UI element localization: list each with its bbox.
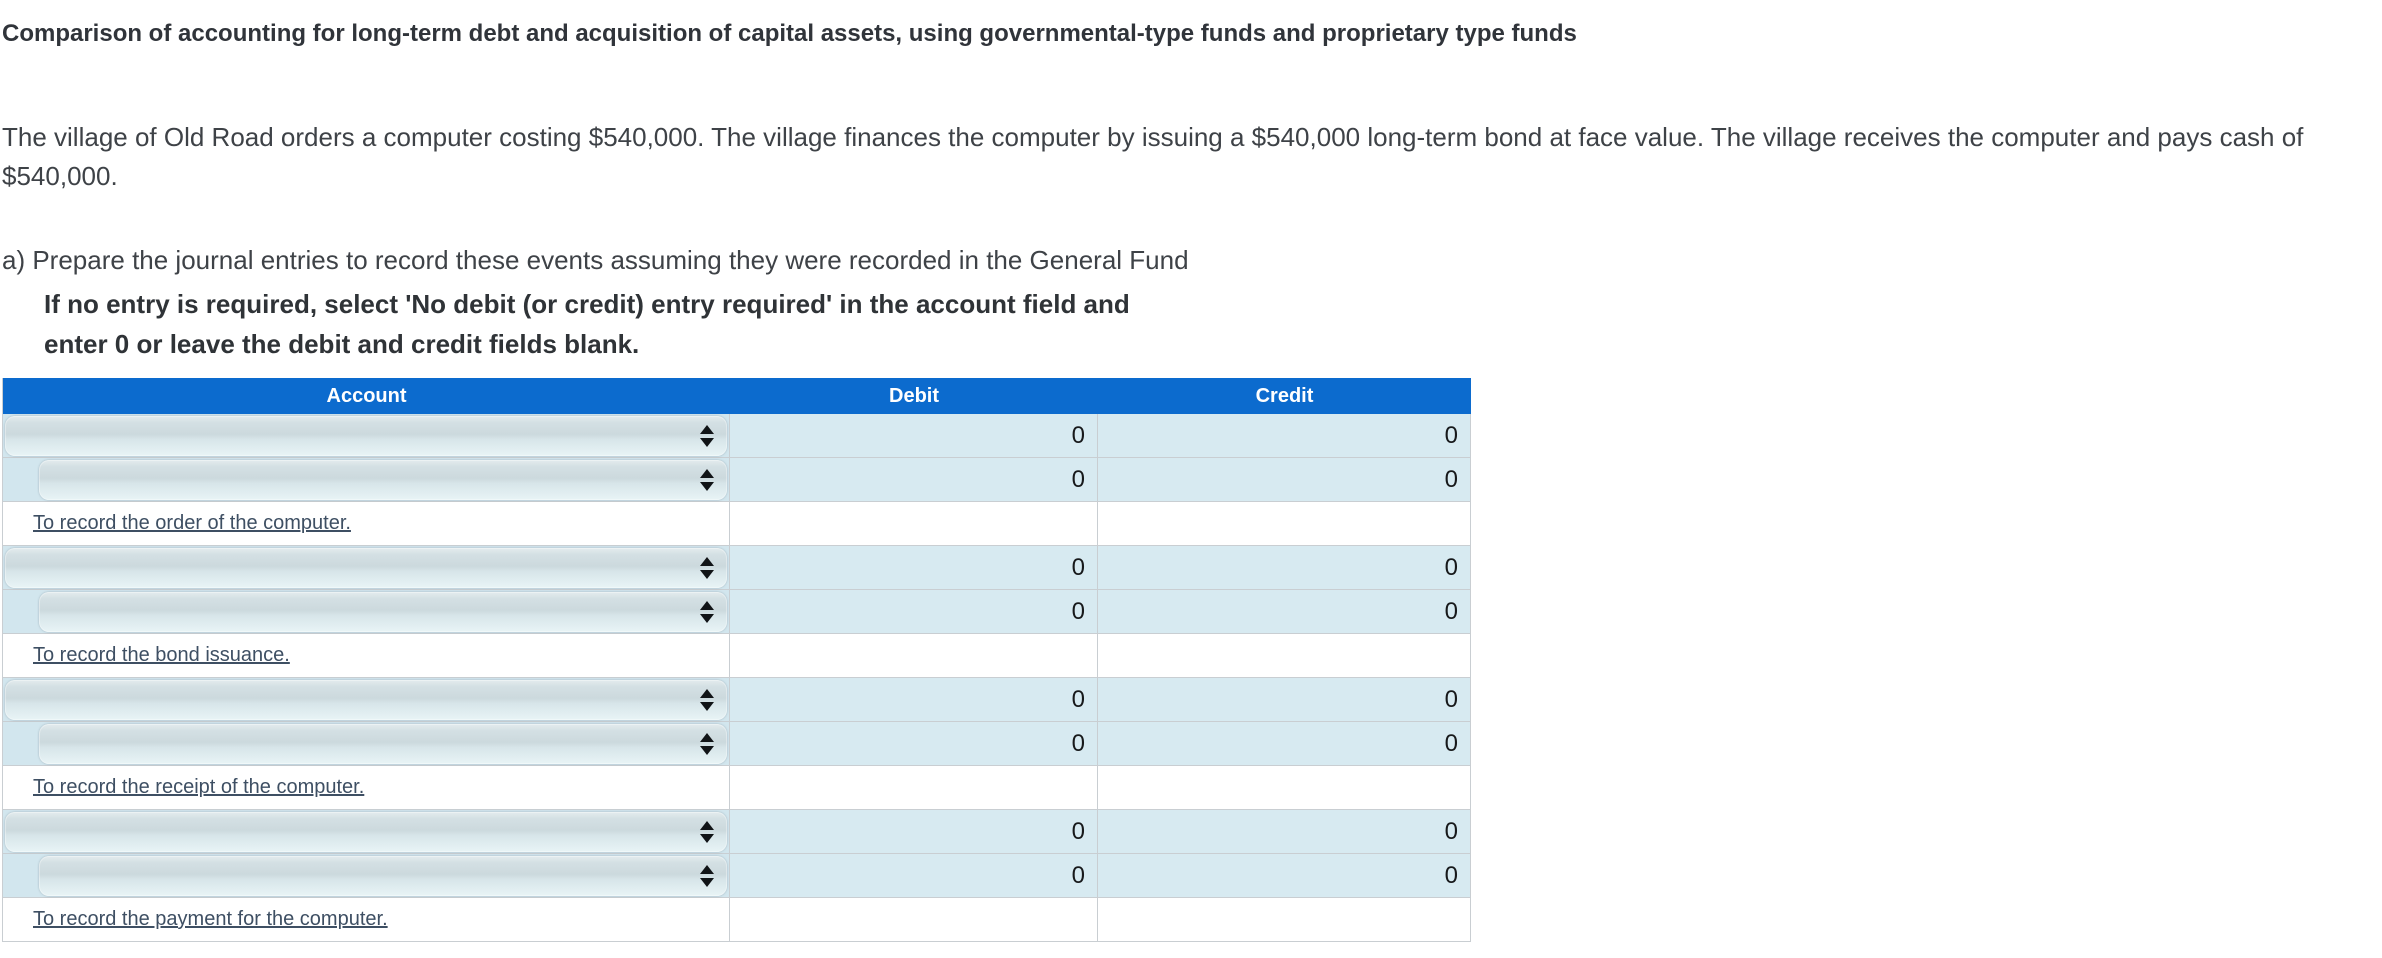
account-cell <box>3 546 730 590</box>
account-select[interactable] <box>39 724 727 764</box>
memo-text: To record the order of the computer. <box>33 512 351 534</box>
problem-title: Comparison of accounting for long-term d… <box>2 20 1577 47</box>
credit-input[interactable] <box>1098 590 1470 633</box>
credit-cell <box>1098 590 1471 634</box>
debit-cell <box>730 590 1098 634</box>
journal-entry-row <box>3 458 1471 502</box>
account-select[interactable] <box>5 548 727 588</box>
memo-text: To record the receipt of the computer. <box>33 776 365 798</box>
journal-entry-row <box>3 414 1471 458</box>
debit-input[interactable] <box>730 458 1097 501</box>
account-cell <box>3 722 730 766</box>
account-select[interactable] <box>39 856 727 896</box>
account-cell <box>3 678 730 722</box>
credit-cell <box>1098 810 1471 854</box>
debit-input[interactable] <box>730 678 1097 721</box>
journal-entry-row <box>3 810 1471 854</box>
entry-note: If no entry is required, select 'No debi… <box>2 284 2382 364</box>
spinner-arrows-icon <box>700 425 714 447</box>
empty-debit-cell <box>730 898 1098 942</box>
spinner-arrows-icon <box>700 733 714 755</box>
debit-cell <box>730 414 1098 458</box>
debit-cell <box>730 458 1098 502</box>
part-a-instruction: a) Prepare the journal entries to record… <box>2 245 1189 275</box>
account-select[interactable] <box>5 812 727 852</box>
empty-credit-cell <box>1098 766 1471 810</box>
credit-cell <box>1098 678 1471 722</box>
account-cell <box>3 854 730 898</box>
journal-entry-row <box>3 854 1471 898</box>
debit-cell <box>730 546 1098 590</box>
debit-input[interactable] <box>730 590 1097 633</box>
memo-cell: To record the bond issuance. <box>3 634 730 678</box>
spinner-arrows-icon <box>700 689 714 711</box>
memo-text: To record the bond issuance. <box>33 644 290 666</box>
empty-debit-cell <box>730 502 1098 546</box>
debit-cell <box>730 854 1098 898</box>
memo-cell: To record the receipt of the computer. <box>3 766 730 810</box>
credit-cell <box>1098 458 1471 502</box>
debit-input[interactable] <box>730 854 1097 897</box>
debit-cell <box>730 678 1098 722</box>
memo-cell: To record the payment for the computer. <box>3 898 730 942</box>
journal-entry-row <box>3 678 1471 722</box>
problem-description: The village of Old Road orders a compute… <box>2 122 2304 191</box>
entry-note-line1: If no entry is required, select 'No debi… <box>44 289 1130 319</box>
debit-cell <box>730 810 1098 854</box>
credit-input[interactable] <box>1098 722 1470 765</box>
empty-credit-cell <box>1098 634 1471 678</box>
credit-cell <box>1098 414 1471 458</box>
credit-input[interactable] <box>1098 854 1470 897</box>
empty-credit-cell <box>1098 502 1471 546</box>
spinner-arrows-icon <box>700 821 714 843</box>
memo-row: To record the receipt of the computer. <box>3 766 1471 810</box>
account-cell <box>3 810 730 854</box>
debit-input[interactable] <box>730 546 1097 589</box>
credit-input[interactable] <box>1098 414 1470 457</box>
debit-cell <box>730 722 1098 766</box>
memo-text: To record the payment for the computer. <box>33 908 388 930</box>
empty-debit-cell <box>730 766 1098 810</box>
empty-credit-cell <box>1098 898 1471 942</box>
spinner-arrows-icon <box>700 601 714 623</box>
credit-input[interactable] <box>1098 458 1470 501</box>
spinner-arrows-icon <box>700 469 714 491</box>
credit-input[interactable] <box>1098 678 1470 721</box>
credit-cell <box>1098 854 1471 898</box>
account-cell <box>3 590 730 634</box>
journal-entry-row <box>3 590 1471 634</box>
debit-input[interactable] <box>730 414 1097 457</box>
memo-row: To record the order of the computer. <box>3 502 1471 546</box>
memo-row: To record the bond issuance. <box>3 634 1471 678</box>
journal-entry-table: Account Debit Credit <box>2 378 1471 942</box>
account-cell <box>3 414 730 458</box>
credit-input[interactable] <box>1098 546 1470 589</box>
journal-entry-row <box>3 546 1471 590</box>
table-header-row: Account Debit Credit <box>3 378 1471 414</box>
credit-column-header: Credit <box>1098 378 1471 414</box>
journal-entry-row <box>3 722 1471 766</box>
account-column-header: Account <box>3 378 730 414</box>
debit-input[interactable] <box>730 722 1097 765</box>
account-select[interactable] <box>5 416 727 456</box>
entry-note-line2: enter 0 or leave the debit and credit fi… <box>44 329 640 359</box>
spinner-arrows-icon <box>700 557 714 579</box>
credit-input[interactable] <box>1098 810 1470 853</box>
account-select[interactable] <box>5 680 727 720</box>
credit-cell <box>1098 546 1471 590</box>
account-cell <box>3 458 730 502</box>
memo-row: To record the payment for the computer. <box>3 898 1471 942</box>
account-select[interactable] <box>39 460 727 500</box>
empty-debit-cell <box>730 634 1098 678</box>
account-select[interactable] <box>39 592 727 632</box>
debit-column-header: Debit <box>730 378 1098 414</box>
memo-cell: To record the order of the computer. <box>3 502 730 546</box>
spinner-arrows-icon <box>700 865 714 887</box>
debit-input[interactable] <box>730 810 1097 853</box>
credit-cell <box>1098 722 1471 766</box>
